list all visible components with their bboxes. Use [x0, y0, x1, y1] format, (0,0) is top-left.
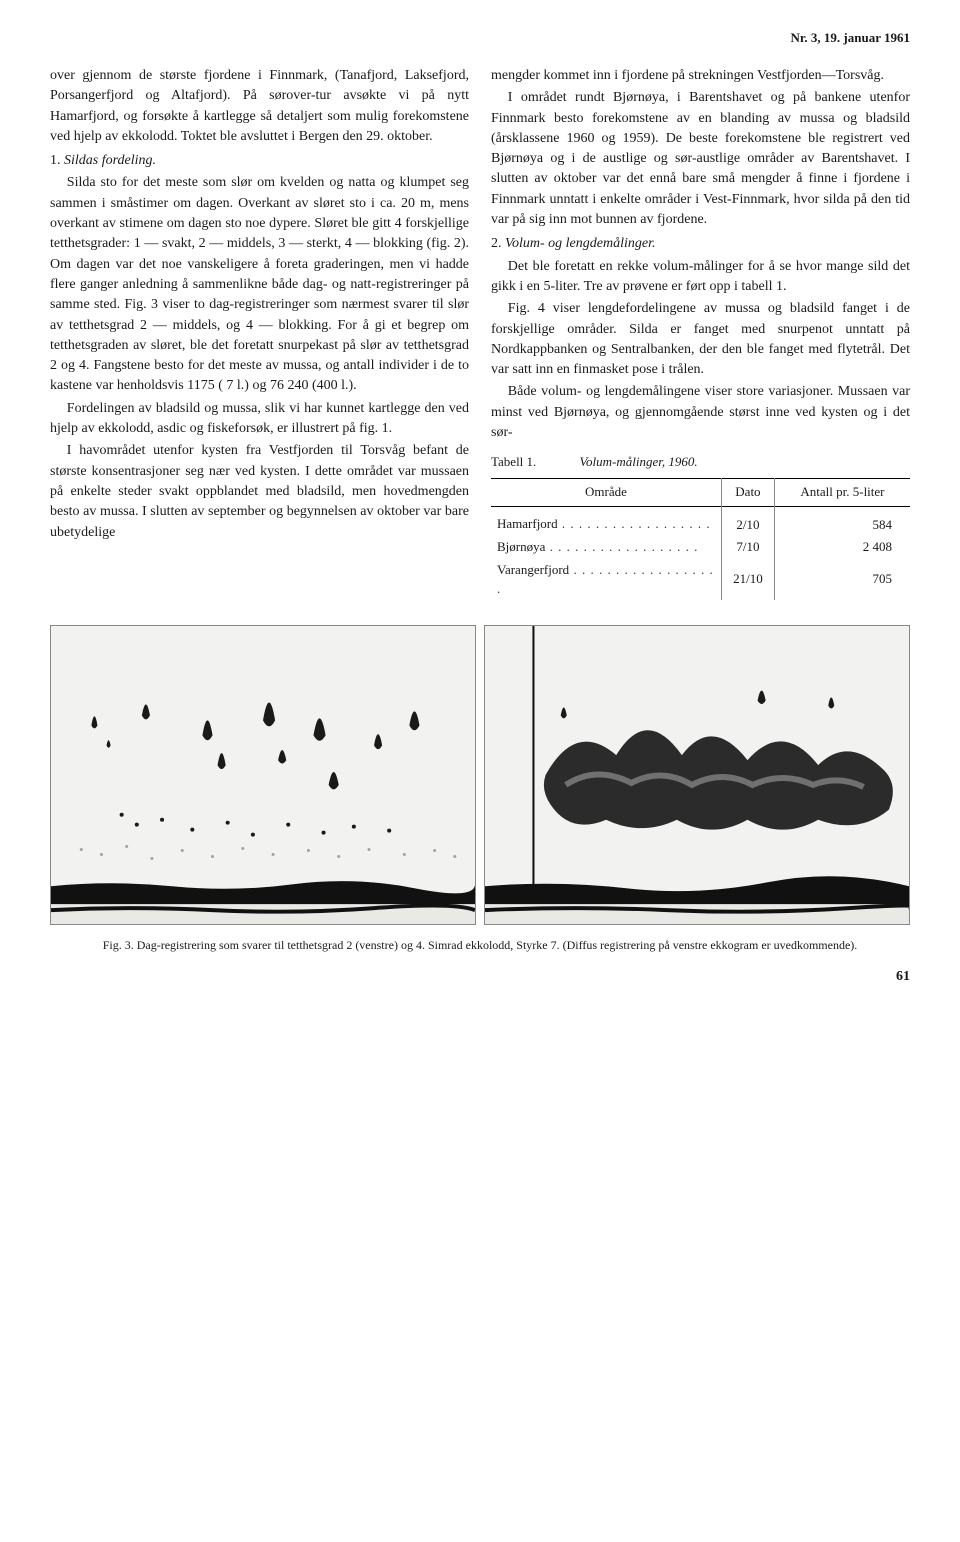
right-p3: Det ble foretatt en rekke volum-målinger… — [491, 257, 910, 298]
left-p2: Silda sto for det meste som slør om kvel… — [50, 173, 469, 396]
right-p2: I området rundt Bjørnøya, i Barentshavet… — [491, 88, 910, 230]
row-date: 2/10 — [721, 507, 774, 536]
section-1-label: Sildas fordeling. — [64, 153, 156, 168]
row-date: 21/10 — [721, 559, 774, 601]
col-area: Område — [491, 479, 721, 507]
page-number: 61 — [50, 969, 910, 985]
table-row: Varangerfjord 21/10 705 — [491, 559, 910, 601]
table-name: Tabell 1. — [491, 454, 536, 469]
section-1-title: 1. Sildas fordeling. — [50, 151, 469, 171]
right-p4: Fig. 4 viser lengdefordelingene av mussa… — [491, 299, 910, 380]
volume-table: Område Dato Antall pr. 5-liter Hamarfjor… — [491, 478, 910, 600]
echogram-right — [484, 625, 910, 925]
row-count: 2 408 — [774, 536, 910, 559]
right-column: mengder kommet inn i fjordene på strekni… — [491, 66, 910, 600]
row-count: 584 — [774, 507, 910, 536]
text-columns: over gjennom de største fjordene i Finnm… — [50, 66, 910, 600]
left-column: over gjennom de største fjordene i Finnm… — [50, 66, 469, 600]
section-2-title: 2. Volum- og lengdemålinger. — [491, 234, 910, 254]
figure-3-caption: Fig. 3. Dag-registrering som svarer til … — [50, 937, 910, 954]
table-title: Volum-målinger, 1960. — [580, 454, 698, 469]
section-1-num: 1. — [50, 153, 61, 168]
left-p4: I havområdet utenfor kysten fra Vestfjor… — [50, 441, 469, 542]
row-date: 7/10 — [721, 536, 774, 559]
table-row: Hamarfjord 2/10 584 — [491, 507, 910, 536]
col-date: Dato — [721, 479, 774, 507]
table-1: Tabell 1. Volum-målinger, 1960. Område D… — [491, 453, 910, 600]
row-area: Varangerfjord — [497, 562, 714, 596]
issue-header: Nr. 3, 19. januar 1961 — [50, 30, 910, 46]
row-area: Bjørnøya — [497, 539, 698, 554]
col-count: Antall pr. 5-liter — [774, 479, 910, 507]
section-2-label: Volum- og lengdemålinger. — [505, 236, 655, 251]
table-caption: Tabell 1. Volum-målinger, 1960. — [491, 453, 910, 472]
right-p1: mengder kommet inn i fjordene på strekni… — [491, 66, 910, 86]
row-count: 705 — [774, 559, 910, 601]
echogram-left — [50, 625, 476, 925]
left-p3: Fordelingen av bladsild og mussa, slik v… — [50, 399, 469, 440]
row-area: Hamarfjord — [497, 516, 711, 531]
section-2-num: 2. — [491, 236, 502, 251]
right-p5: Både volum- og lengdemålingene viser sto… — [491, 382, 910, 443]
echogram-pair — [50, 625, 910, 925]
left-p1: over gjennom de største fjordene i Finnm… — [50, 66, 469, 147]
table-row: Bjørnøya 7/10 2 408 — [491, 536, 910, 559]
